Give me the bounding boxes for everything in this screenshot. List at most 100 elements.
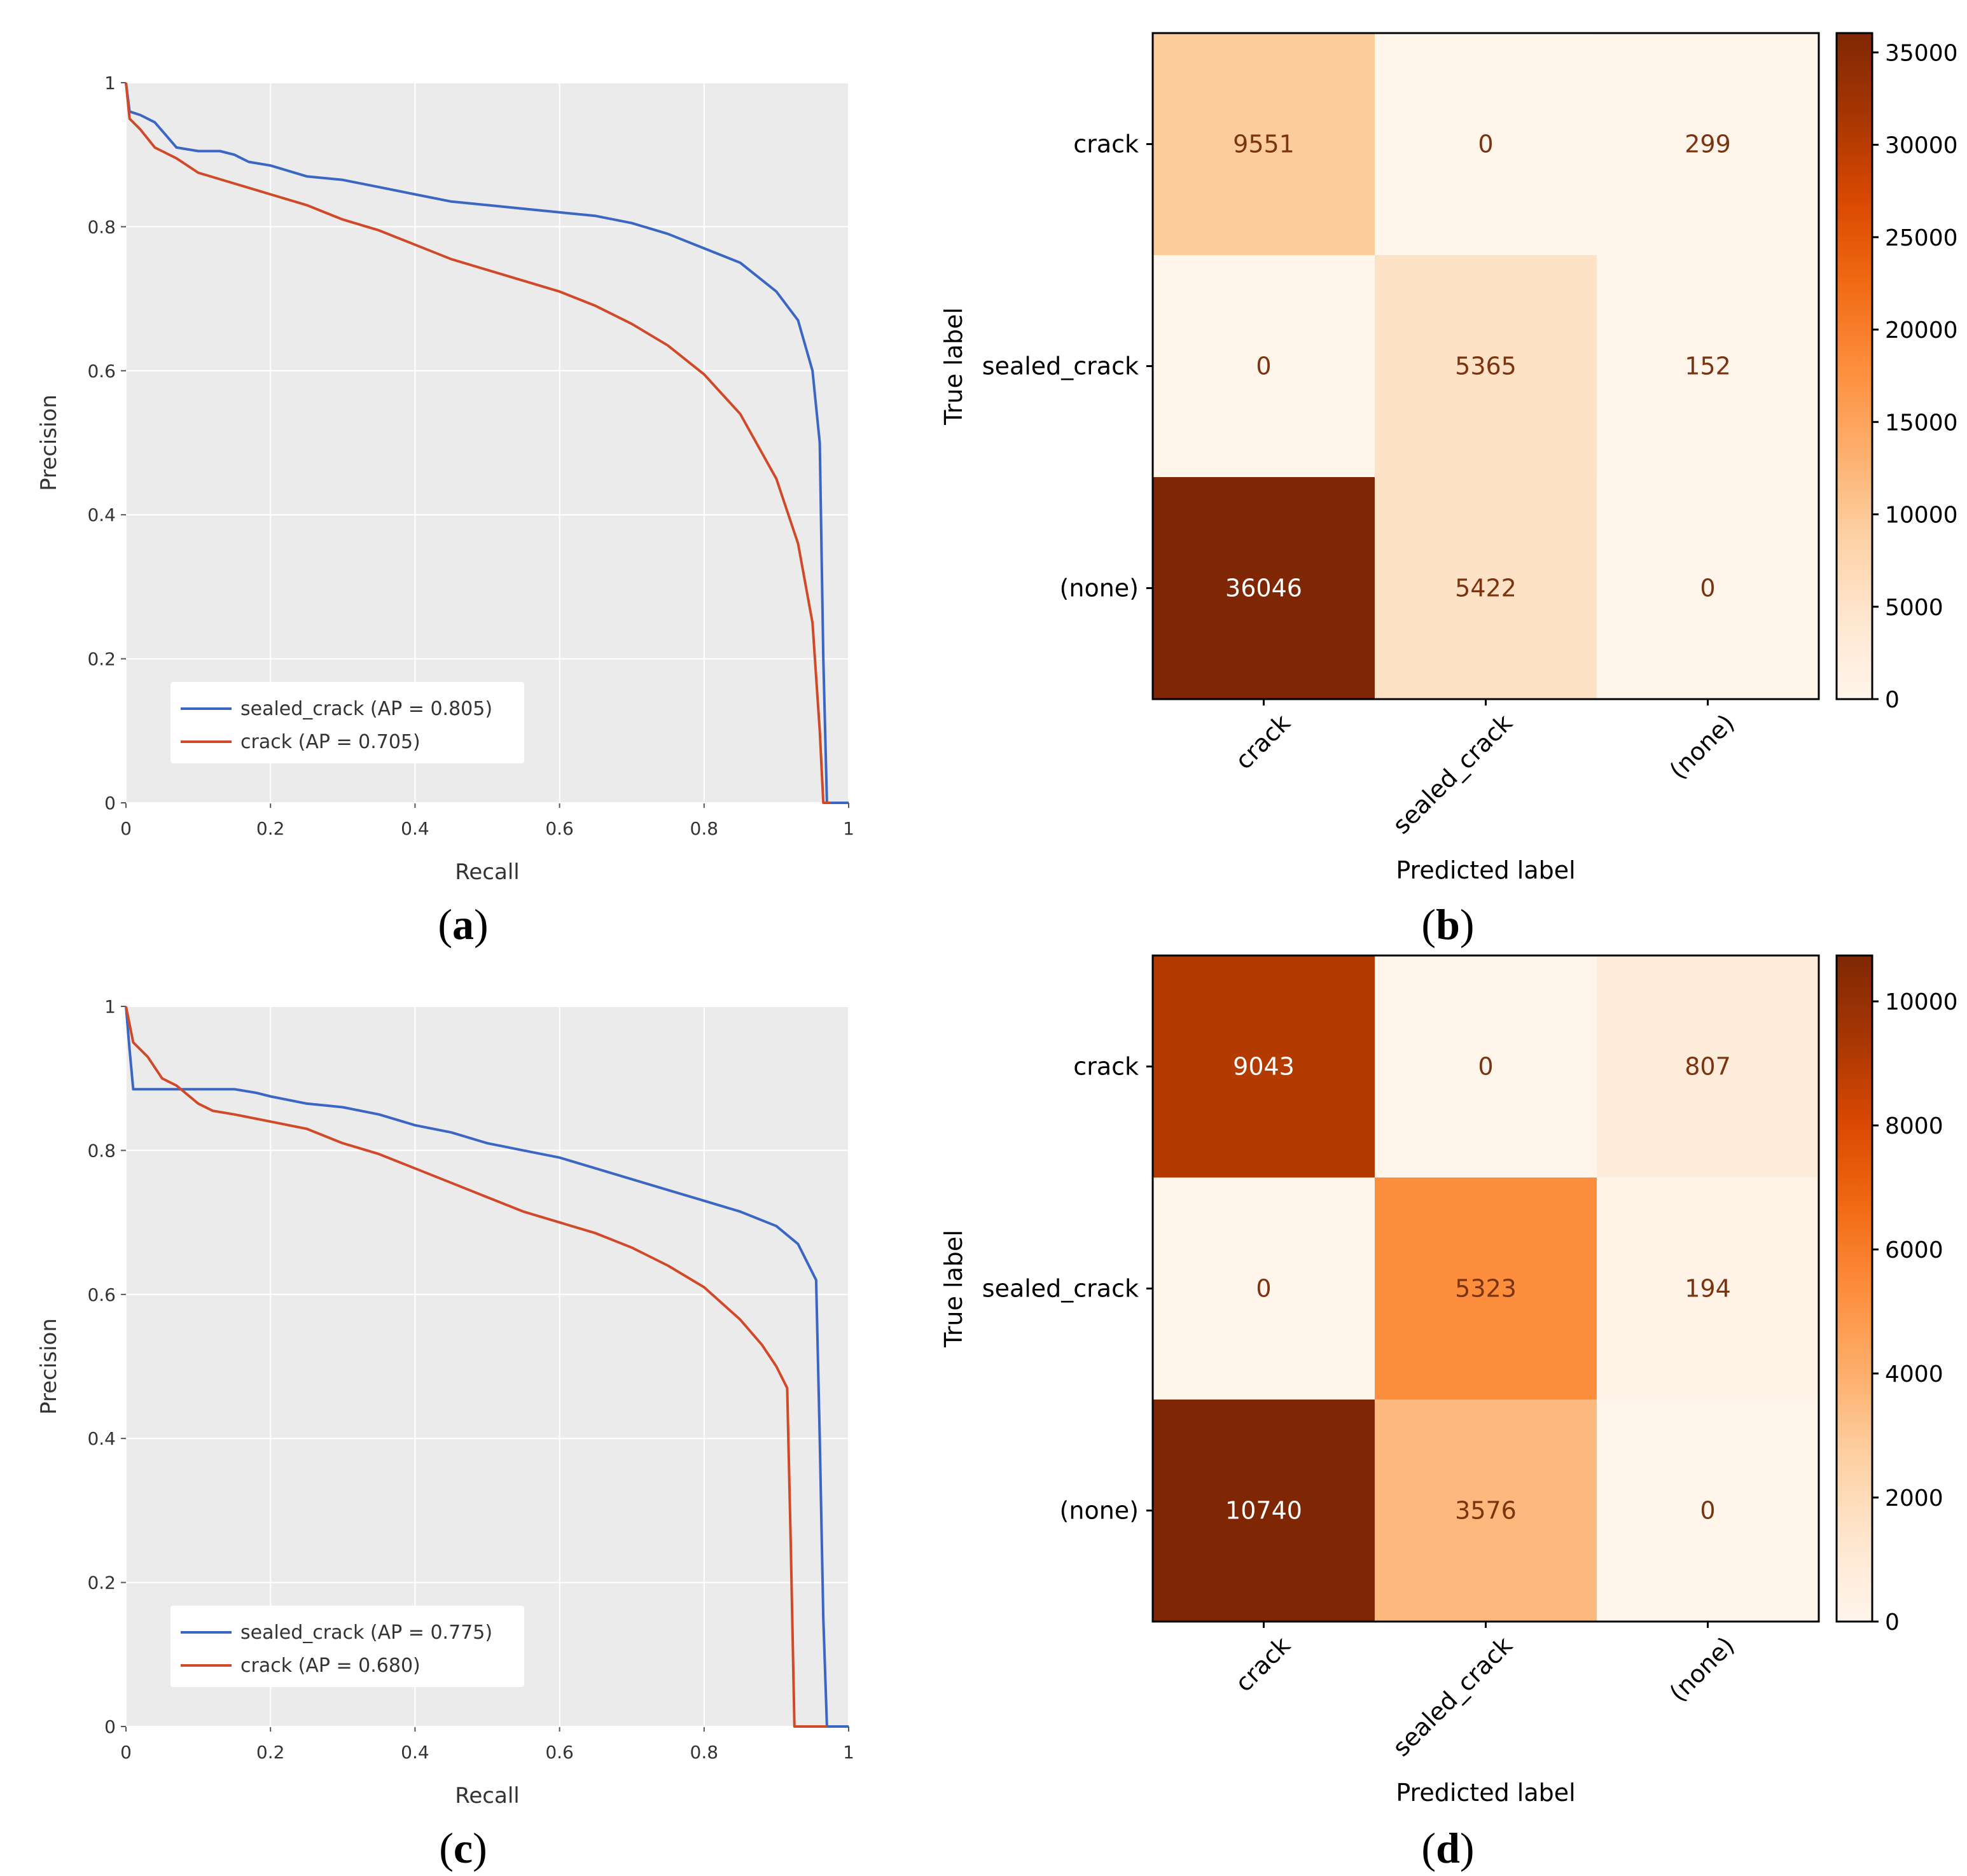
legend-box	[170, 682, 524, 763]
matrix-cell	[1375, 33, 1597, 255]
series-line-1	[125, 82, 831, 804]
y-tick-label: 0.2	[87, 1573, 116, 1594]
panel-paren-close: )	[1460, 900, 1475, 948]
x-tick-label: 0	[120, 1742, 132, 1763]
panel-label-text: (c)	[439, 1824, 487, 1872]
row-label: (none)	[1060, 1497, 1139, 1525]
legend-entry-1: crack (AP = 0.680)	[240, 1655, 421, 1677]
matrix-cell	[1597, 33, 1819, 255]
y-tick-label: 0	[104, 793, 116, 814]
legend-entry-0: sealed_crack (AP = 0.775)	[240, 1622, 492, 1644]
y-tick-label: 1	[104, 996, 116, 1017]
y-axis-label: Precision	[36, 394, 62, 491]
panel-label-d: (d)	[1421, 1824, 1474, 1872]
colorbar-tick-label: 0	[1885, 687, 1900, 713]
panel-paren-open: (	[438, 900, 452, 948]
panel-paren-close: )	[474, 900, 489, 948]
colorbar-tick-label: 35000	[1885, 40, 1958, 66]
panel-letter: d	[1436, 1824, 1460, 1872]
panel-letter: b	[1436, 900, 1460, 948]
colorbar-tick-label: 8000	[1885, 1113, 1943, 1139]
cell-value: 5365	[1455, 352, 1517, 380]
colorbar-tick-label: 6000	[1885, 1237, 1943, 1263]
confusion-matrix-d: 9043 0 807 0 5323 194 10740 3576 0 crack sealed_cr…	[940, 954, 1958, 1807]
row-label: sealed_crack	[982, 352, 1139, 380]
colorbar-tick-label: 5000	[1885, 595, 1943, 621]
matrix-cell	[1375, 1400, 1597, 1622]
matrix-cell	[1597, 477, 1819, 699]
x-tick-label: 0.6	[545, 818, 574, 839]
colorbar-tick-label: 4000	[1885, 1361, 1943, 1387]
cell-value: 194	[1685, 1275, 1731, 1303]
y-tick-label: 0.4	[87, 1428, 116, 1449]
panel-letter: c	[454, 1824, 473, 1872]
cell-value: 5323	[1455, 1275, 1517, 1303]
y-axis-label: True label	[940, 307, 968, 426]
y-tick-label: 0.6	[87, 1284, 116, 1305]
series-line-1	[125, 1006, 827, 1728]
col-label: sealed_crack	[1387, 1631, 1518, 1761]
matrix-cell	[1375, 477, 1597, 699]
cell-value: 0	[1700, 1497, 1715, 1525]
y-tick-label: 0.2	[87, 649, 116, 670]
y-tick-label: 0.4	[87, 504, 116, 525]
row-label: sealed_crack	[982, 1275, 1139, 1303]
confusion-matrix-b: 9551 0 299 0 5365 152 36046 5422 0 crack sealed_cr…	[940, 32, 1958, 884]
panel-label-text: (d)	[1421, 1824, 1474, 1872]
col-label: (none)	[1664, 709, 1740, 784]
legend-entry-0: sealed_crack (AP = 0.805)	[240, 698, 492, 720]
y-tick-label: 0.8	[87, 1140, 116, 1161]
matrix-cell	[1597, 1178, 1819, 1400]
y-tick-label: 0.8	[87, 216, 116, 237]
pr-chart-a: 0 0.2 0.4 0.6 0.8 1 0 0.2 0.4 0.6 0.8 1 Recall Precis…	[36, 73, 854, 885]
colorbar	[1835, 954, 1873, 1623]
x-tick-label: 1	[843, 818, 854, 839]
cell-value: 3576	[1455, 1497, 1517, 1525]
panel-paren-close: )	[473, 1824, 487, 1872]
matrix-cell	[1153, 33, 1375, 255]
colorbar-tick-label: 2000	[1885, 1485, 1943, 1511]
cell-value: 0	[1478, 130, 1493, 158]
colorbar-tick-label: 20000	[1885, 317, 1958, 344]
matrix-cell	[1153, 955, 1375, 1178]
cell-value: 299	[1685, 130, 1731, 158]
cell-value: 10740	[1225, 1497, 1302, 1525]
panel-paren-close: )	[1460, 1824, 1475, 1872]
panel-label-a: (a)	[438, 900, 488, 948]
panel-paren-open: (	[439, 1824, 454, 1872]
matrix-cell	[1375, 1178, 1597, 1400]
y-tick-label: 0.6	[87, 361, 116, 382]
x-axis-label: Recall	[455, 1783, 519, 1809]
matrix-cell	[1153, 1400, 1375, 1622]
col-label: (none)	[1664, 1631, 1740, 1707]
y-tick-label: 0	[104, 1716, 116, 1737]
cell-value: 5422	[1455, 574, 1517, 602]
x-tick-label: 1	[843, 1742, 854, 1763]
x-tick-label: 0.8	[690, 1742, 719, 1763]
legend-box	[170, 1606, 524, 1687]
cell-value: 9043	[1233, 1053, 1295, 1081]
row-label: (none)	[1060, 574, 1139, 602]
series-line-0	[125, 82, 849, 804]
panel-label-c: (c)	[439, 1824, 487, 1872]
cell-value: 0	[1478, 1053, 1493, 1081]
x-tick-label: 0.4	[401, 818, 429, 839]
x-tick-label: 0.6	[545, 1742, 574, 1763]
y-axis-label: True label	[940, 1230, 968, 1348]
x-tick-label: 0.2	[256, 1742, 285, 1763]
x-axis-label: Predicted label	[1396, 856, 1575, 884]
cell-value: 0	[1700, 574, 1715, 602]
panel-label-text: (b)	[1421, 900, 1474, 948]
x-tick-label: 0.4	[401, 1742, 429, 1763]
x-axis-label: Predicted label	[1396, 1779, 1575, 1807]
x-tick-label: 0	[120, 818, 132, 839]
x-tick-label: 0.2	[256, 818, 285, 839]
matrix-cell	[1597, 1400, 1819, 1622]
y-axis-label: Precision	[36, 1318, 62, 1415]
panel-paren-open: (	[1421, 900, 1436, 948]
cell-value: 152	[1685, 352, 1731, 380]
pr-chart-c: 0 0.2 0.4 0.6 0.8 1 0 0.2 0.4 0.6 0.8 1 Recall Precis…	[36, 996, 854, 1809]
colorbar-tick-label: 30000	[1885, 133, 1958, 159]
row-label: crack	[1073, 1053, 1139, 1081]
